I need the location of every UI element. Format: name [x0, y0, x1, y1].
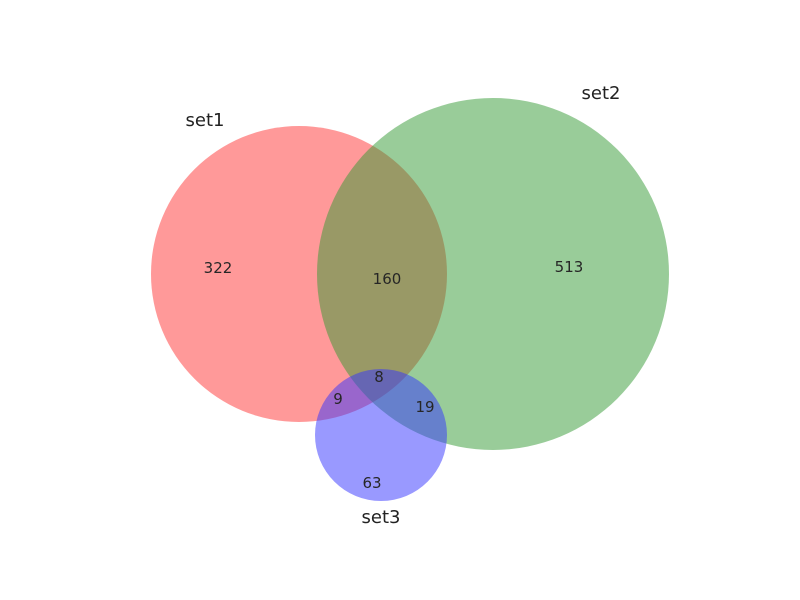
region-set1-set3-label: 9 — [333, 390, 343, 408]
region-set2-set3-label: 19 — [415, 398, 434, 416]
set2-label: set2 — [582, 83, 621, 104]
set1-label: set1 — [186, 110, 225, 131]
set3-label: set3 — [362, 507, 401, 528]
region-set3-only-label: 63 — [362, 474, 381, 492]
set2-circle — [317, 98, 669, 450]
set3-circle — [315, 369, 447, 501]
region-set1-set2-label: 160 — [373, 270, 402, 288]
region-all-sets-label: 8 — [374, 368, 384, 386]
region-set1-only-label: 322 — [204, 259, 233, 277]
region-set2-only-label: 513 — [555, 258, 584, 276]
